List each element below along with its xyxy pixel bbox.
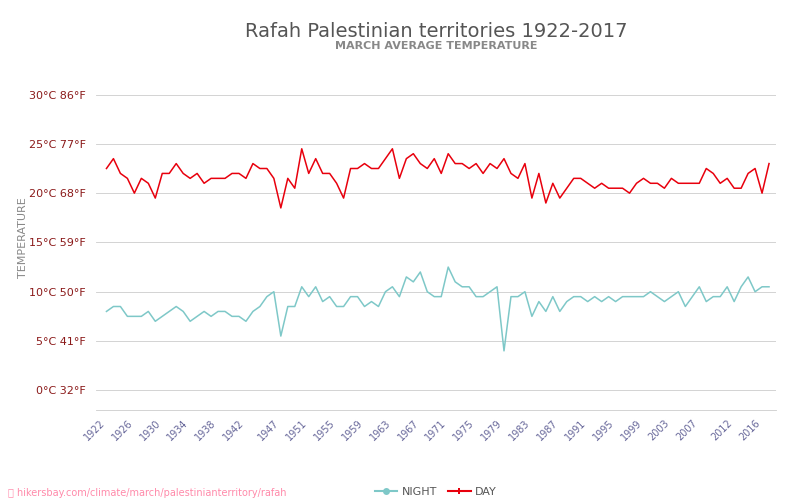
Text: 📍 hikersbay.com/climate/march/palestinianterritory/rafah: 📍 hikersbay.com/climate/march/palestinia… bbox=[8, 488, 286, 498]
Title: Rafah Palestinian territories 1922-2017: Rafah Palestinian territories 1922-2017 bbox=[245, 22, 627, 41]
Y-axis label: TEMPERATURE: TEMPERATURE bbox=[18, 197, 28, 278]
Text: MARCH AVERAGE TEMPERATURE: MARCH AVERAGE TEMPERATURE bbox=[334, 41, 538, 51]
Legend: NIGHT, DAY: NIGHT, DAY bbox=[370, 482, 502, 500]
